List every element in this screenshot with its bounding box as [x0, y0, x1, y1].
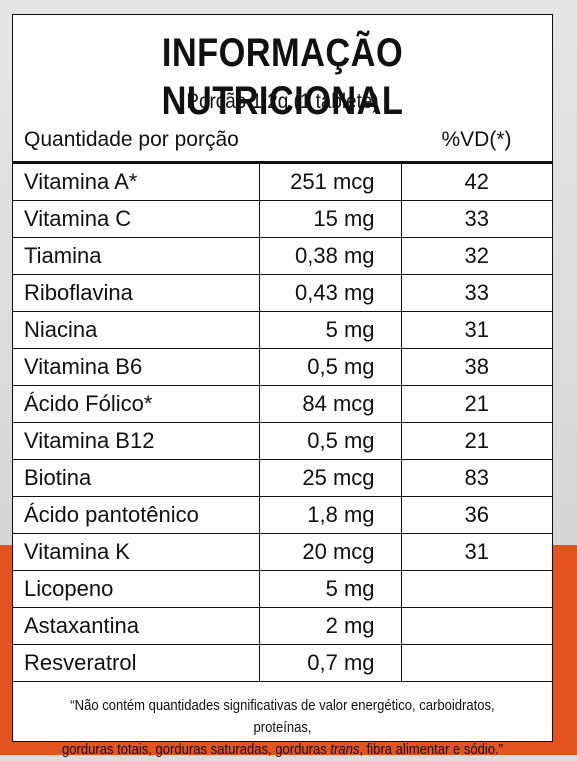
nutrient-daily-value: 31	[400, 311, 553, 349]
table-row: Resveratrol 0,7 mg	[13, 644, 553, 682]
nutrient-amount: 15 mg	[258, 200, 402, 238]
nutrient-name: Vitamina B12	[13, 422, 259, 460]
nutrient-name: Astaxantina	[13, 607, 259, 645]
nutrient-name: Ácido Fólico*	[13, 385, 259, 423]
nutrient-name: Resveratrol	[13, 644, 259, 682]
nutrient-amount: 1,8 mg	[258, 496, 402, 534]
nutrient-daily-value: 31	[400, 533, 553, 571]
table-row: Tiamina 0,38 mg 32	[13, 237, 553, 275]
nutrient-name: Vitamina B6	[13, 348, 259, 386]
table-row: Vitamina B6 0,5 mg 38	[13, 348, 553, 386]
table-row: Vitamina A* 251 mcg 42	[13, 162, 553, 201]
nutrient-amount: 0,5 mg	[258, 348, 402, 386]
serving-size: Porção 1,2g (1 tablete)	[186, 90, 379, 113]
table-row: Riboflavina 0,43 mg 33	[13, 274, 553, 312]
nutrient-daily-value: 33	[400, 274, 553, 312]
nutrient-amount: 0,7 mg	[258, 644, 402, 682]
table-row: Vitamina B12 0,5 mg 21	[13, 422, 553, 460]
table-header-row: Quantidade por porção %VD(*)	[13, 119, 553, 164]
nutrient-amount: 5 mg	[258, 570, 402, 608]
nutrient-name: Vitamina C	[13, 200, 259, 238]
nutrient-name: Niacina	[13, 311, 259, 349]
nutrient-name: Ácido pantotênico	[13, 496, 259, 534]
nutrient-amount: 84 mcg	[258, 385, 402, 423]
nutrient-daily-value	[400, 644, 553, 682]
footnote-line-2: gorduras totais, gorduras saturadas, gor…	[40, 739, 525, 761]
footnote-line-2-start: gorduras totais, gorduras saturadas, gor…	[61, 742, 331, 758]
nutrient-amount: 0,5 mg	[258, 422, 402, 460]
footnote: “Não contém quantidades significativas d…	[40, 695, 525, 761]
table-row: Niacina 5 mg 31	[13, 311, 553, 349]
table-row: Ácido Fólico* 84 mcg 21	[13, 385, 553, 423]
nutrient-amount: 2 mg	[258, 607, 402, 645]
nutrient-name: Vitamina A*	[13, 162, 259, 201]
table-row: Ácido pantotênico 1,8 mg 36	[13, 496, 553, 534]
nutrient-amount: 0,38 mg	[258, 237, 402, 275]
nutrition-table: Quantidade por porção %VD(*) Vitamina A*…	[13, 119, 553, 682]
footnote-line-1: “Não contém quantidades significativas d…	[70, 698, 495, 736]
table-row: Astaxantina 2 mg	[13, 607, 553, 645]
footnote-trans-italic: trans	[330, 742, 360, 758]
nutrient-name: Vitamina K	[13, 533, 259, 571]
quantity-per-serving-header: Quantidade por porção	[13, 119, 402, 164]
nutrient-name: Licopeno	[13, 570, 259, 608]
page-title: INFORMAÇÃO NUTRICIONAL	[161, 31, 404, 123]
nutrient-name: Tiamina	[13, 237, 259, 275]
nutrient-amount: 5 mg	[258, 311, 402, 349]
nutrient-daily-value	[400, 607, 553, 645]
table-row: Biotina 25 mcg 83	[13, 459, 553, 497]
footnote-line-2-end: , fibra alimentar e sódio.”	[359, 742, 504, 758]
nutrient-daily-value: 83	[400, 459, 553, 497]
nutrient-daily-value: 36	[400, 496, 553, 534]
table-row: Licopeno 5 mg	[13, 570, 553, 608]
nutrient-amount: 20 mcg	[258, 533, 402, 571]
nutrient-daily-value: 42	[400, 162, 553, 201]
nutrient-name: Biotina	[13, 459, 259, 497]
nutrient-daily-value: 38	[400, 348, 553, 386]
nutrient-daily-value: 21	[400, 422, 553, 460]
table-row: Vitamina C 15 mg 33	[13, 200, 553, 238]
table-row: Vitamina K 20 mcg 31	[13, 533, 553, 571]
nutrient-amount: 25 mcg	[258, 459, 402, 497]
nutrient-amount: 251 mcg	[258, 162, 402, 201]
nutrient-daily-value: 32	[400, 237, 553, 275]
nutrient-amount: 0,43 mg	[258, 274, 402, 312]
nutrient-daily-value: 33	[400, 200, 553, 238]
nutrition-facts-panel: INFORMAÇÃO NUTRICIONAL Porção 1,2g (1 ta…	[12, 14, 553, 758]
nutrient-name: Riboflavina	[13, 274, 259, 312]
nutrient-daily-value: 21	[400, 385, 553, 423]
daily-value-header: %VD(*)	[401, 119, 553, 164]
nutrient-daily-value	[400, 570, 553, 608]
